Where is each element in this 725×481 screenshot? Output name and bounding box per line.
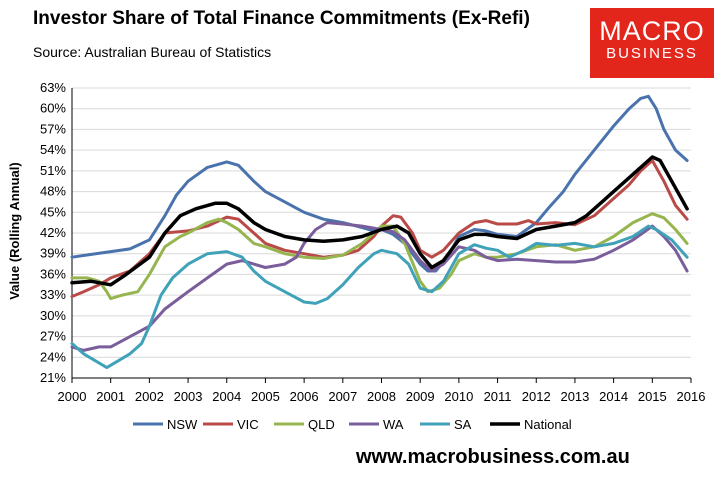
y-tick-label: 24% — [40, 349, 66, 364]
y-axis-label: Value (Rolling Annual) — [7, 162, 22, 299]
logo-line1: MACRO — [599, 16, 705, 46]
legend-label-national: National — [524, 417, 572, 432]
legend-label-qld: QLD — [308, 417, 335, 432]
x-tick-label: 2009 — [406, 389, 435, 404]
x-tick-label: 2002 — [135, 389, 164, 404]
x-tick-label: 2001 — [96, 389, 125, 404]
macrobusiness-logo: MACRO BUSINESS — [590, 8, 714, 78]
series-line-vic — [70, 159, 689, 298]
x-tick-label: 2013 — [560, 389, 589, 404]
y-tick-label: 63% — [40, 80, 66, 95]
x-tick-label: 2015 — [638, 389, 667, 404]
y-tick-label: 57% — [40, 121, 66, 136]
y-tick-label: 21% — [40, 370, 66, 385]
legend-label-nsw: NSW — [167, 417, 198, 432]
y-tick-label: 30% — [40, 308, 66, 323]
x-tick-label: 2012 — [522, 389, 551, 404]
x-tick-label: 2014 — [599, 389, 628, 404]
x-tick-label: 2005 — [251, 389, 280, 404]
y-tick-label: 48% — [40, 184, 66, 199]
series-line-nsw — [70, 94, 689, 273]
series-line-national — [70, 155, 689, 287]
x-tick-label: 2003 — [174, 389, 203, 404]
y-tick-label: 60% — [40, 101, 66, 116]
x-tick-label: 2011 — [484, 389, 512, 404]
x-tick-label: 2000 — [58, 389, 87, 404]
chart-source: Source: Australian Bureau of Statistics — [33, 44, 272, 60]
y-tick-label: 51% — [40, 163, 66, 178]
y-tick-label: 27% — [40, 329, 66, 344]
y-tick-label: 39% — [40, 246, 66, 261]
x-tick-label: 2016 — [677, 389, 706, 404]
legend-label-wa: WA — [383, 417, 404, 432]
series-line-wa — [70, 221, 689, 352]
legend-label-sa: SA — [454, 417, 472, 432]
y-tick-label: 45% — [40, 204, 66, 219]
website-url: www.macrobusiness.com.au — [356, 446, 630, 468]
logo-line2: BUSINESS — [606, 45, 698, 62]
series-line-qld — [70, 212, 689, 301]
x-tick-label: 2010 — [444, 389, 473, 404]
y-tick-label: 42% — [40, 225, 66, 240]
y-tick-label: 33% — [40, 287, 66, 302]
x-tick-label: 2006 — [290, 389, 319, 404]
y-tick-label: 54% — [40, 142, 66, 157]
y-tick-label: 36% — [40, 266, 66, 281]
x-tick-label: 2004 — [212, 389, 241, 404]
series-line-sa — [70, 224, 689, 370]
x-tick-label: 2007 — [328, 389, 357, 404]
legend-label-vic: VIC — [237, 417, 259, 432]
chart-title: Investor Share of Total Finance Commitme… — [33, 8, 530, 29]
x-tick-label: 2008 — [367, 389, 396, 404]
